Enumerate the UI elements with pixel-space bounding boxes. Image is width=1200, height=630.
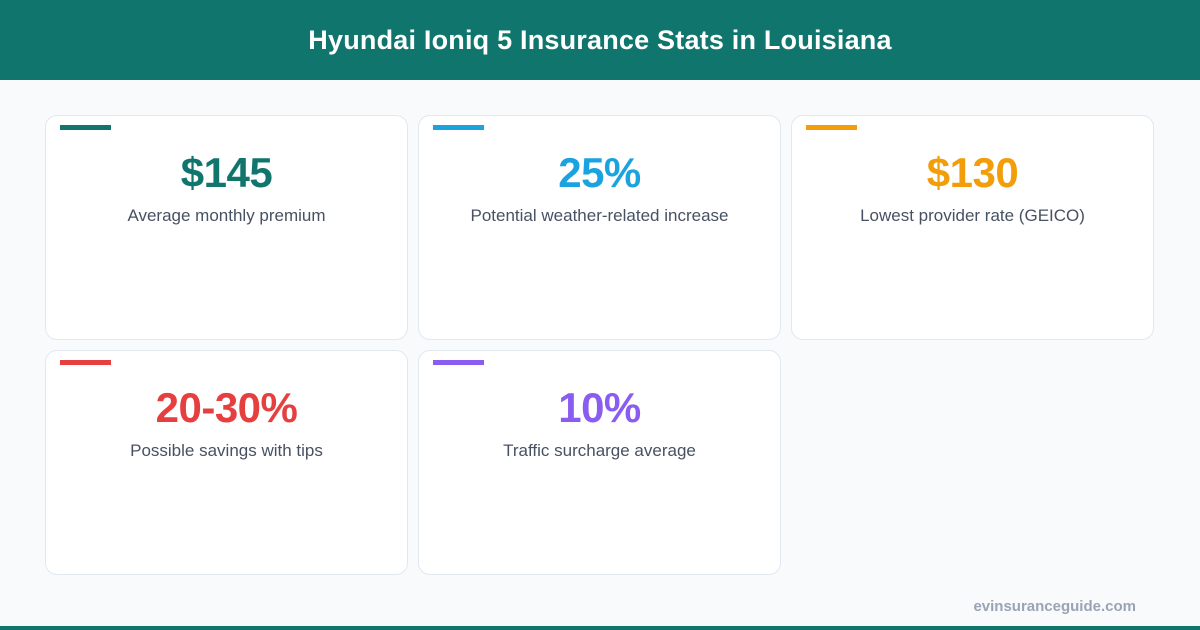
accent-bar (433, 125, 484, 130)
stat-label: Traffic surcharge average (503, 441, 696, 460)
stat-label: Potential weather-related increase (470, 206, 729, 225)
stat-label: Lowest provider rate (GEICO) (860, 206, 1085, 225)
stat-label: Possible savings with tips (130, 441, 323, 460)
accent-bar (60, 125, 111, 130)
stat-value: 25% (558, 149, 641, 196)
stat-value: 20-30% (155, 384, 298, 431)
stat-value: $130 (926, 149, 1019, 196)
stat-card-savings: 20-30% Possible savings with tips (45, 350, 408, 575)
stat-value: 10% (558, 384, 641, 431)
accent-bar (60, 360, 111, 365)
header-banner: Hyundai Ioniq 5 Insurance Stats in Louis… (0, 0, 1200, 80)
page-title: Hyundai Ioniq 5 Insurance Stats in Louis… (308, 24, 892, 55)
stat-card-lowest-rate: $130 Lowest provider rate (GEICO) (791, 115, 1154, 340)
accent-bar (433, 360, 484, 365)
stat-card-traffic-surcharge: 10% Traffic surcharge average (418, 350, 781, 575)
stat-card-average-premium: $145 Average monthly premium (45, 115, 408, 340)
stat-value: $145 (180, 149, 273, 196)
accent-bar (806, 125, 857, 130)
stat-label: Average monthly premium (127, 206, 326, 225)
footer-stripe (0, 626, 1200, 630)
stat-card-weather-increase: 25% Potential weather-related increase (418, 115, 781, 340)
site-watermark: evinsuranceguide.com (973, 598, 1136, 615)
